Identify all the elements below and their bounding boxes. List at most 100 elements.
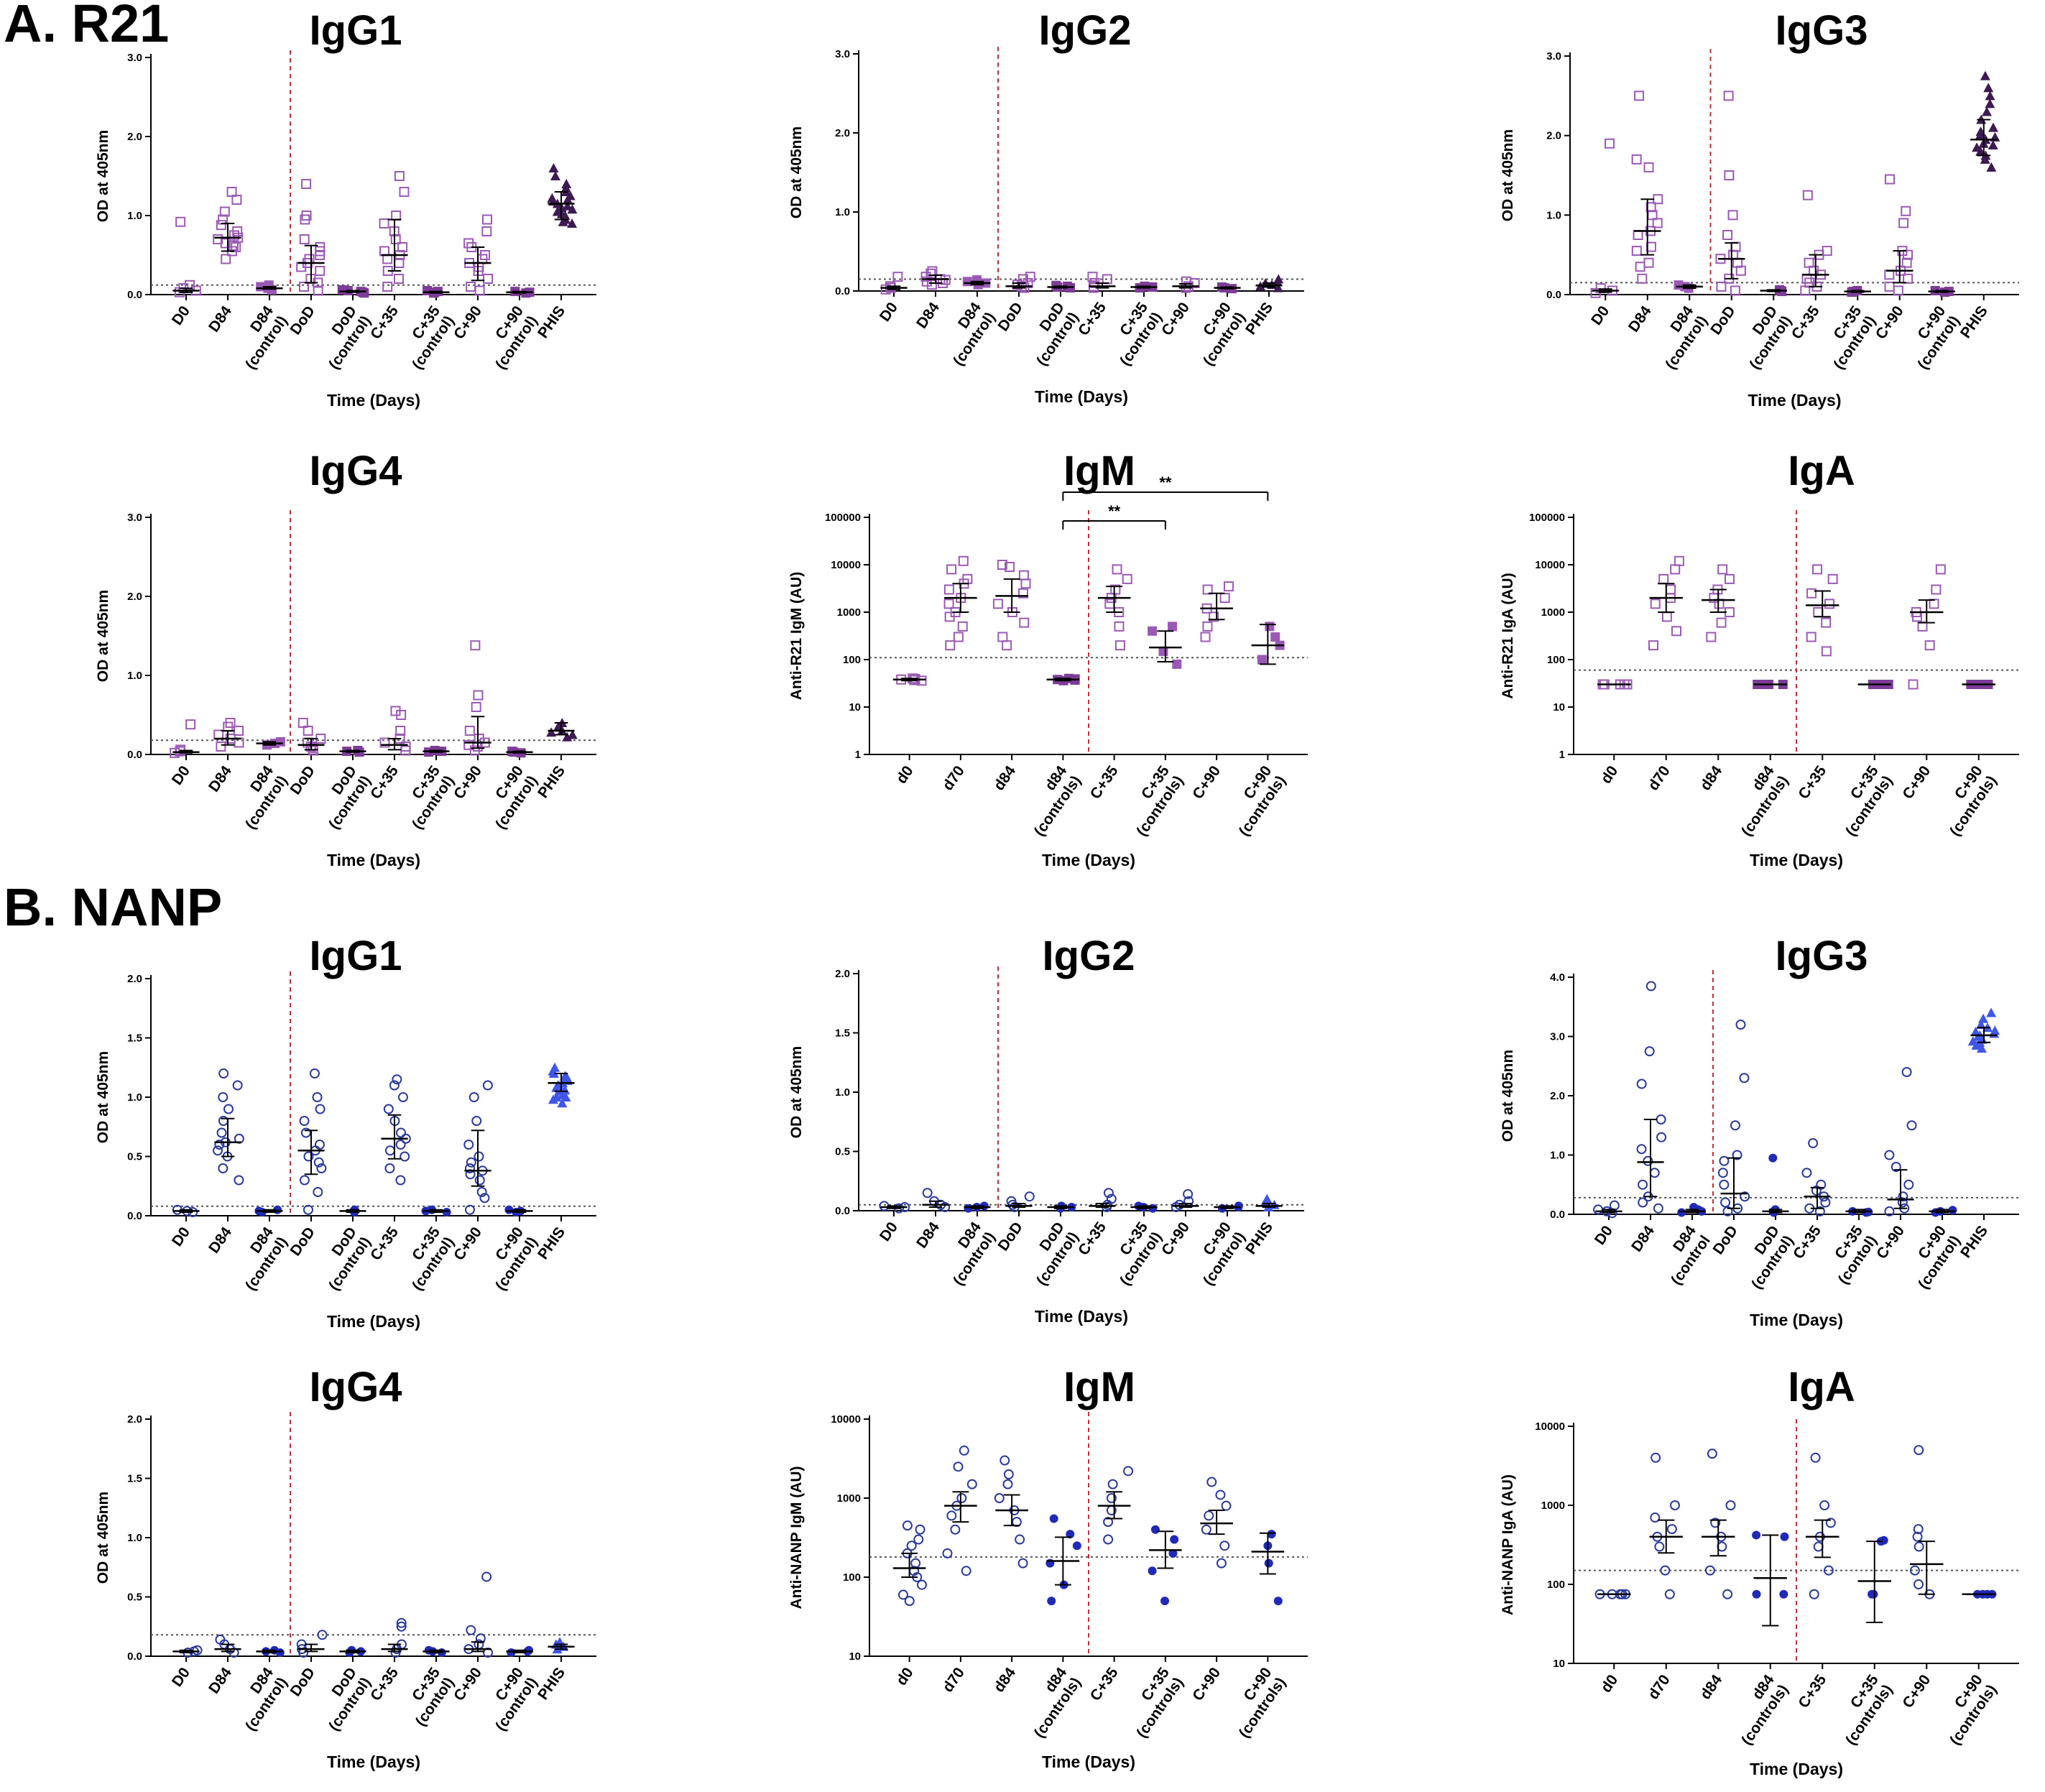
x-tick-label: C+90 — [1899, 763, 1934, 803]
data-point — [1656, 1114, 1666, 1124]
y-axis-label: Anti-NANP IgM (AU) — [788, 1466, 805, 1609]
x-tick-line: D0 — [877, 300, 901, 325]
y-tick-label: 4.0 — [1550, 971, 1565, 984]
x-tick-label: C+90 — [1189, 1665, 1224, 1704]
x-tick-label: C+35(controls) — [1120, 762, 1187, 839]
data-point — [1917, 621, 1928, 632]
x-tick-label: C+35(controls) — [1828, 762, 1896, 839]
y-tick-label: 1 — [855, 749, 861, 761]
data-point — [175, 744, 186, 755]
y-tick-label: 2.0 — [127, 1413, 142, 1426]
y-tick-label: 2.0 — [1546, 130, 1561, 142]
data-point — [1270, 632, 1280, 642]
x-tick-label: D0 — [1592, 1223, 1616, 1248]
x-tick-label: d84(controls) — [1724, 762, 1791, 839]
data-point — [904, 1596, 915, 1607]
data-point — [400, 1151, 410, 1162]
x-tick-label: D0 — [169, 1224, 193, 1250]
data-point — [1924, 640, 1935, 651]
data-point — [1106, 1493, 1117, 1503]
data-point — [1234, 1201, 1243, 1211]
y-tick-label: 0.0 — [127, 289, 142, 301]
data-point — [1804, 257, 1814, 268]
data-point — [192, 1645, 203, 1655]
data-point — [548, 1094, 558, 1104]
chart-title: IgA — [1788, 448, 1855, 494]
x-tick-label: DoD — [994, 300, 1026, 335]
chart-title: IgG3 — [1776, 7, 1868, 54]
x-tick-label: D0 — [877, 300, 901, 325]
chart-title: IgG2 — [1043, 933, 1135, 979]
data-point — [1264, 1558, 1273, 1568]
data-point — [1812, 564, 1823, 575]
data-point — [221, 254, 231, 264]
data-point — [1221, 1500, 1232, 1511]
data-point — [915, 1524, 925, 1535]
data-point — [218, 1068, 229, 1079]
x-tick-label: d0 — [1597, 1672, 1621, 1696]
data-point — [1752, 1530, 1761, 1540]
x-tick-label: C+90(controls) — [1932, 1672, 2000, 1748]
x-tick-label: C+35(contol) — [1821, 1222, 1880, 1287]
data-point — [308, 743, 318, 754]
x-tick-label: C+35(control) — [394, 302, 458, 372]
data-point — [1653, 1203, 1663, 1214]
data-point — [1204, 1510, 1214, 1521]
data-point — [1103, 1517, 1114, 1528]
data-point — [382, 282, 393, 292]
data-point — [1123, 1466, 1134, 1477]
data-point — [463, 739, 474, 750]
y-tick-label: 2.0 — [127, 973, 142, 985]
data-point — [313, 1187, 323, 1197]
data-point — [1634, 91, 1645, 101]
x-tick-label: d0 — [893, 1665, 917, 1689]
x-tick-label: d84(controls) — [1017, 1664, 1084, 1741]
data-point — [1643, 1155, 1653, 1166]
x-tick-label: DoD(control) — [1734, 1223, 1796, 1293]
data-point — [471, 702, 481, 712]
x-tick-label: DoD(control) — [311, 1665, 374, 1735]
x-tick-line: d70 — [939, 1665, 968, 1696]
data-point — [383, 1104, 394, 1114]
y-tick-label: 0.0 — [127, 1650, 142, 1663]
x-tick-label: d70 — [939, 763, 968, 794]
data-point — [1827, 573, 1838, 584]
data-point — [1019, 617, 1030, 628]
data-point — [1752, 1589, 1761, 1599]
data-point — [525, 1645, 534, 1655]
data-point — [562, 1073, 573, 1083]
y-axis-label: OD at 405nm — [95, 1492, 111, 1584]
y-tick-label: 10 — [1553, 701, 1565, 713]
data-point — [1988, 139, 1998, 149]
chart-title: IgG2 — [1039, 7, 1132, 54]
y-tick-label: 2.0 — [127, 131, 142, 143]
x-tick-line: C+90 — [1899, 763, 1934, 803]
data-point — [1990, 1025, 2000, 1035]
data-point — [185, 280, 195, 290]
data-point — [1707, 1449, 1717, 1459]
x-tick-label: DoD — [287, 303, 318, 338]
x-tick-line: C+90 — [1189, 763, 1224, 803]
data-point — [1660, 1565, 1671, 1576]
data-point — [1802, 190, 1813, 200]
data-point — [474, 1151, 484, 1162]
data-point — [1901, 1067, 1912, 1077]
data-point — [945, 640, 956, 651]
x-tick-label: C+90(control) — [478, 1224, 540, 1294]
data-point — [1808, 1138, 1819, 1148]
x-axis-label: Time (Days) — [1035, 1307, 1128, 1326]
chart-title: IgG3 — [1776, 933, 1868, 979]
data-point — [309, 1068, 320, 1079]
y-tick-label: 100 — [843, 1571, 861, 1584]
y-tick-label: 1.0 — [1546, 209, 1561, 221]
y-axis-label: OD at 405nm — [788, 1046, 805, 1138]
data-point — [225, 718, 236, 728]
data-point — [396, 1621, 407, 1632]
data-point — [1020, 578, 1031, 589]
chart-a-iga: IgA 1 10 100 1000 10000 100000 Anti-R21 IgA (AU… — [1500, 448, 2019, 869]
chart-b-igg3: IgG3 0.0 1.0 2.0 3.0 4.0 OD at 405nm D0 D84 D84(c… — [1500, 933, 2019, 1329]
data-point — [384, 1163, 395, 1173]
data-point — [1160, 1597, 1170, 1606]
data-point — [442, 1208, 451, 1217]
chart-b-iga: IgA 10 100 1000 10000 Anti-NANP IgA (AU) d0 d70… — [1500, 1364, 2019, 1778]
